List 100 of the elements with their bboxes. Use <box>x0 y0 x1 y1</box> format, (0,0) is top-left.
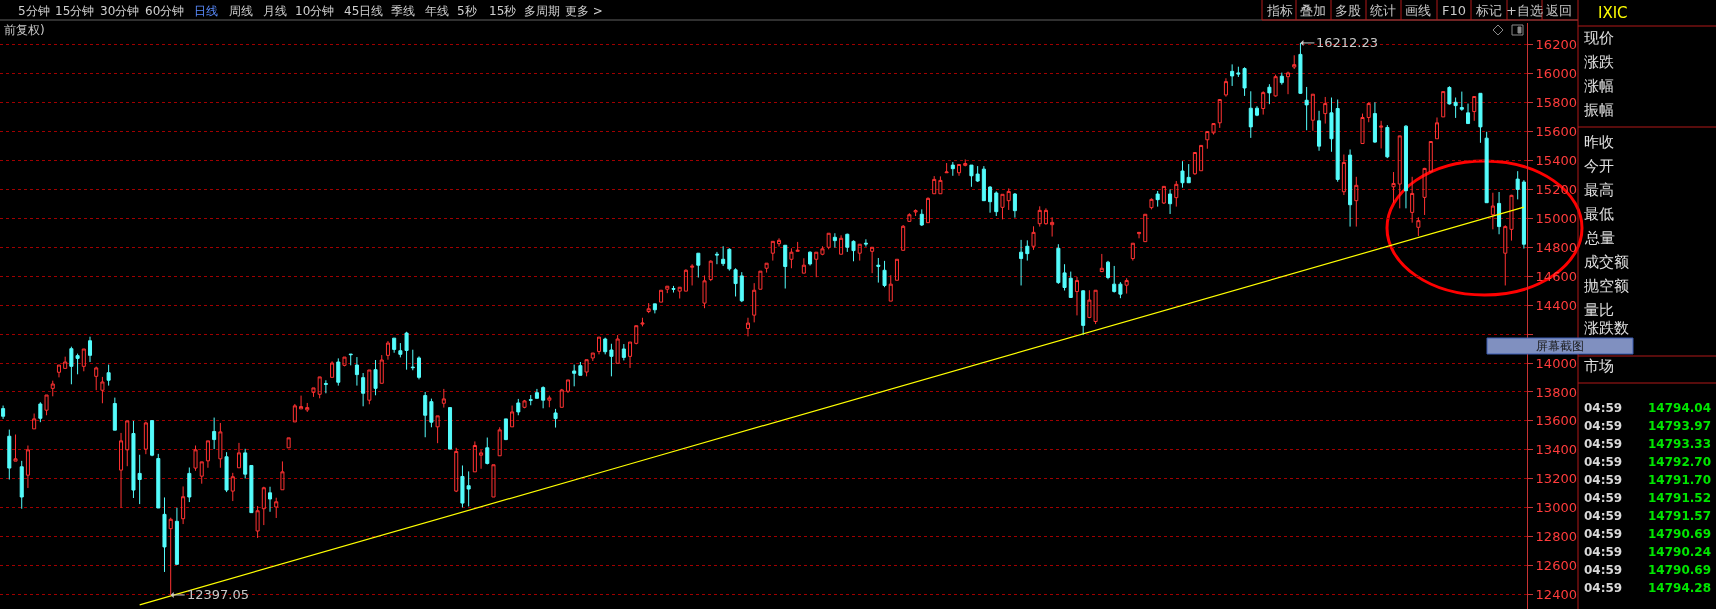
candlestick <box>1137 231 1142 239</box>
candlestick <box>584 359 589 377</box>
candlestick <box>640 317 645 327</box>
candlestick <box>1217 99 1222 129</box>
text: 14794.28 <box>1648 581 1712 595</box>
y-tick-label: 12800 <box>1535 529 1577 545</box>
candlestick <box>1478 92 1483 144</box>
candlestick <box>547 395 552 408</box>
candlestick <box>541 385 546 409</box>
candlestick <box>901 224 906 251</box>
candlestick <box>429 398 434 428</box>
candlestick <box>1186 163 1191 184</box>
candlestick <box>1490 192 1495 230</box>
text: 5秒 <box>457 4 477 18</box>
text: 今开 <box>1584 157 1614 175</box>
text: 振幅 <box>1584 101 1614 119</box>
text: 04:59 <box>1584 527 1623 541</box>
candlestick <box>112 397 117 431</box>
candlestick <box>932 175 937 195</box>
annotation: 前复权) <box>4 23 45 37</box>
annotation: 12397.05 <box>187 587 250 602</box>
candlestick <box>435 415 440 444</box>
candlestick <box>913 208 918 217</box>
text: 14791.57 <box>1648 509 1712 523</box>
candlestick <box>1434 116 1440 140</box>
candlestick <box>578 361 583 376</box>
candlestick <box>497 426 502 457</box>
candlestick <box>32 413 37 430</box>
candlestick <box>1366 101 1371 123</box>
candlestick <box>925 196 931 224</box>
candlestick <box>448 407 453 450</box>
annotation: 16212.23 <box>1316 35 1379 50</box>
y-tick-label: 13000 <box>1535 500 1577 516</box>
text: 14791.52 <box>1648 491 1712 505</box>
candlestick <box>988 185 993 214</box>
candlestick <box>1050 216 1055 238</box>
candlestick <box>770 240 775 262</box>
candlestick <box>1317 110 1322 152</box>
candlestick <box>1099 253 1104 273</box>
text: 04:59 <box>1584 473 1623 487</box>
candlestick <box>292 403 297 423</box>
candlestick <box>162 496 167 573</box>
candlestick <box>1267 83 1272 105</box>
text: 画线 <box>1405 3 1431 18</box>
y-tick-label: 13400 <box>1535 442 1577 458</box>
y-tick-label: 14800 <box>1535 239 1577 255</box>
candlestick <box>1329 97 1334 153</box>
candlestick <box>1155 190 1160 208</box>
text: 14792.70 <box>1648 455 1712 469</box>
candlestick <box>218 422 223 469</box>
candlestick <box>410 349 415 371</box>
candlestick <box>354 356 359 387</box>
text: 04:59 <box>1584 437 1623 451</box>
candlestick <box>249 464 254 514</box>
candlestick <box>50 380 55 397</box>
candlestick <box>1112 265 1117 294</box>
text: +自选 <box>1506 3 1543 18</box>
text: 15分钟 <box>55 4 95 18</box>
candlestick <box>1068 271 1073 298</box>
candlestick <box>100 376 105 404</box>
candlestick <box>392 337 397 354</box>
candlestick <box>590 352 595 362</box>
candlestick <box>727 247 732 272</box>
candlestick <box>516 398 521 416</box>
text: 涨跌数 <box>1584 319 1629 337</box>
text: 15秒 <box>489 4 517 18</box>
y-tick-label: 15000 <box>1535 210 1577 226</box>
candlestick <box>851 239 856 262</box>
text: 04:59 <box>1584 455 1623 469</box>
text: 5分钟 <box>18 4 50 18</box>
candlestick <box>25 445 30 489</box>
text: 指标 <box>1266 3 1293 18</box>
candlestick <box>553 408 558 429</box>
candlestick <box>181 485 186 525</box>
candlestick <box>621 343 626 361</box>
candlestick <box>808 250 813 266</box>
candlestick <box>1192 152 1197 176</box>
candlestick <box>367 369 372 405</box>
candlestick <box>224 451 229 493</box>
candlestick <box>510 405 515 428</box>
candlestick <box>1335 99 1340 183</box>
candlestick <box>665 285 670 294</box>
candlestick <box>777 237 782 248</box>
candlestick <box>820 245 825 256</box>
candlestick <box>441 388 446 409</box>
candlestick <box>143 421 148 455</box>
y-tick-label: 15600 <box>1535 124 1577 140</box>
candlestick <box>187 466 192 503</box>
candlestick <box>1161 185 1166 205</box>
candlestick <box>1174 180 1179 208</box>
candlestick <box>261 486 266 526</box>
candlestick <box>659 289 664 303</box>
candlestick <box>268 486 273 513</box>
y-tick-label: 12400 <box>1535 587 1577 603</box>
y-tick-label: 14400 <box>1535 297 1577 313</box>
candlestick <box>863 238 868 248</box>
candlestick <box>764 262 769 274</box>
candlestick <box>230 472 235 502</box>
candlestick <box>150 420 155 457</box>
candlestick <box>1416 216 1421 237</box>
